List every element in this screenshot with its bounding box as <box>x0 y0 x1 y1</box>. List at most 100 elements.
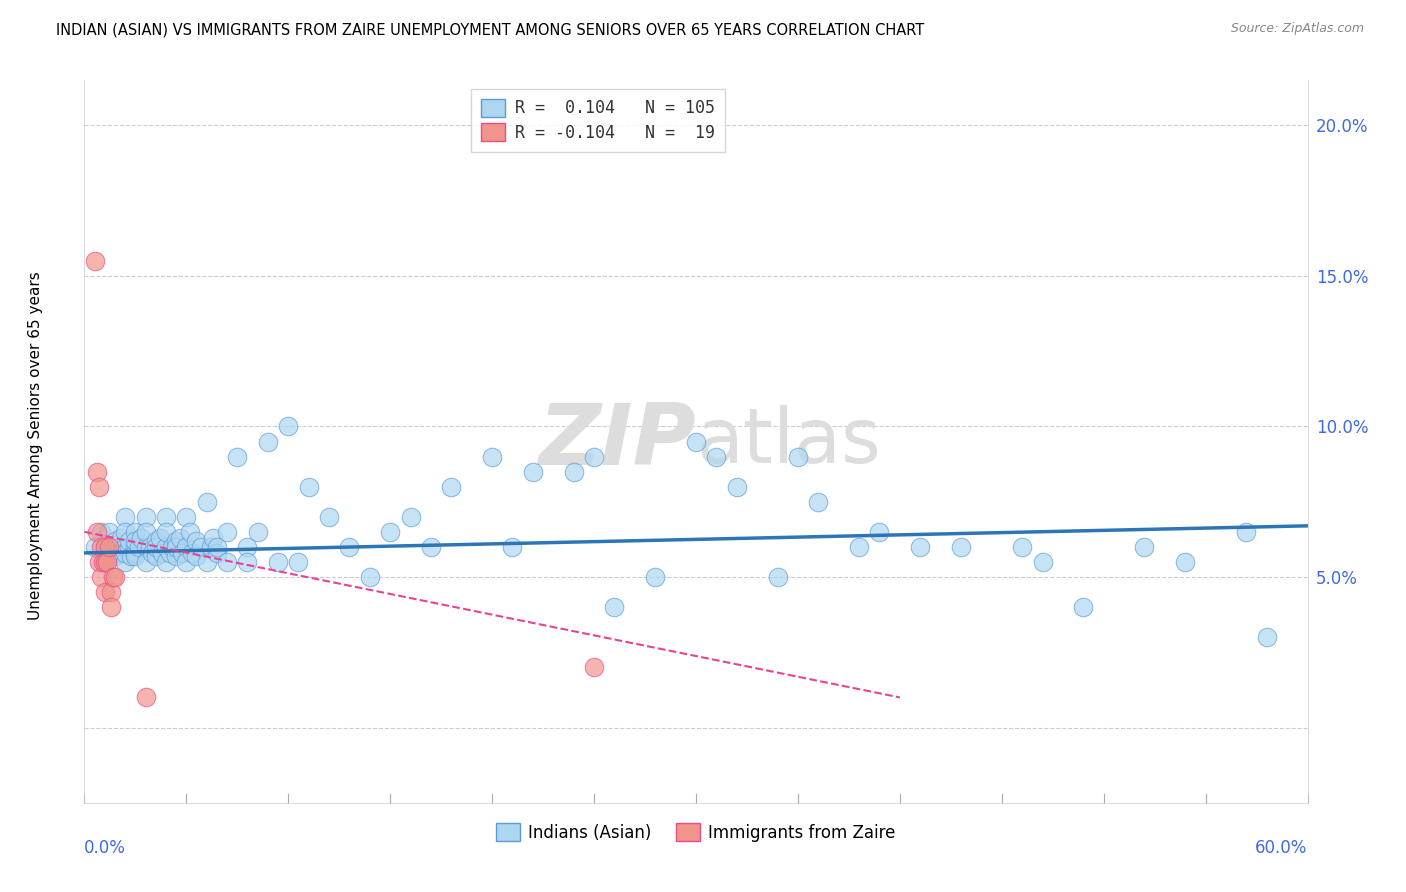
Point <box>93 540 115 554</box>
Point <box>124 549 146 563</box>
Point <box>155 540 177 554</box>
Point <box>90 570 112 584</box>
Text: 0.0%: 0.0% <box>84 839 127 857</box>
Point <box>1236 524 1258 539</box>
Point <box>287 555 309 569</box>
Point <box>246 524 269 539</box>
Legend: Indians (Asian), Immigrants from Zaire: Indians (Asian), Immigrants from Zaire <box>489 817 903 848</box>
Point <box>131 531 153 545</box>
Point <box>195 555 218 569</box>
Point <box>787 450 810 464</box>
Point <box>138 540 160 554</box>
Point <box>583 450 606 464</box>
Point <box>86 465 108 479</box>
Text: Unemployment Among Seniors over 65 years: Unemployment Among Seniors over 65 years <box>28 272 42 620</box>
Point <box>108 540 131 554</box>
Point <box>165 540 187 554</box>
Point <box>145 533 167 548</box>
Point <box>807 494 830 508</box>
Point <box>205 546 228 560</box>
Point <box>217 555 239 569</box>
Point <box>583 660 606 674</box>
Point <box>603 600 626 615</box>
Point <box>86 524 108 539</box>
Point <box>165 549 187 563</box>
Point <box>481 450 503 464</box>
Point <box>1174 555 1197 569</box>
Point <box>135 540 157 554</box>
Point <box>174 555 197 569</box>
Text: 60.0%: 60.0% <box>1256 839 1308 857</box>
Point <box>186 549 208 563</box>
Point <box>83 540 105 554</box>
Point <box>141 546 163 560</box>
Point <box>93 585 115 599</box>
Point <box>87 480 110 494</box>
Point <box>155 524 177 539</box>
Point <box>226 450 249 464</box>
Point <box>114 524 136 539</box>
Point <box>236 555 259 569</box>
Point <box>848 540 870 554</box>
Point <box>118 540 141 554</box>
Point <box>200 540 222 554</box>
Point <box>124 533 146 548</box>
Point <box>135 555 157 569</box>
Point <box>502 540 524 554</box>
Point <box>277 419 299 434</box>
Point <box>145 540 167 554</box>
Point <box>339 540 361 554</box>
Point <box>685 434 707 449</box>
Point <box>97 540 120 554</box>
Point <box>420 540 443 554</box>
Point <box>91 555 114 569</box>
Point <box>135 690 157 705</box>
Point <box>135 509 157 524</box>
Point <box>644 570 666 584</box>
Point <box>145 549 167 563</box>
Text: Source: ZipAtlas.com: Source: ZipAtlas.com <box>1230 22 1364 36</box>
Point <box>128 540 150 554</box>
Point <box>87 555 110 569</box>
Point <box>165 533 187 548</box>
Point <box>135 524 157 539</box>
Point <box>359 570 381 584</box>
Point <box>150 546 173 560</box>
Point <box>1133 540 1156 554</box>
Point <box>181 546 204 560</box>
Point <box>440 480 463 494</box>
Point <box>100 546 122 560</box>
Point <box>217 524 239 539</box>
Point <box>186 533 208 548</box>
Point <box>172 546 194 560</box>
Point <box>100 585 122 599</box>
Point <box>318 509 340 524</box>
Point <box>96 555 118 569</box>
Point <box>257 434 280 449</box>
Point <box>93 555 115 569</box>
Point <box>90 540 112 554</box>
Point <box>1011 540 1033 554</box>
Point <box>97 524 120 539</box>
Point <box>910 540 932 554</box>
Point <box>124 546 146 560</box>
Point <box>110 546 132 560</box>
Point <box>1256 630 1278 644</box>
Point <box>155 555 177 569</box>
Point <box>1032 555 1054 569</box>
Point <box>100 540 122 554</box>
Point <box>380 524 402 539</box>
Point <box>236 540 259 554</box>
Point <box>1073 600 1095 615</box>
Point <box>869 524 891 539</box>
Point <box>950 540 973 554</box>
Point <box>83 253 105 268</box>
Point <box>114 546 136 560</box>
Point <box>766 570 789 584</box>
Point <box>174 540 197 554</box>
Text: INDIAN (ASIAN) VS IMMIGRANTS FROM ZAIRE UNEMPLOYMENT AMONG SENIORS OVER 65 YEARS: INDIAN (ASIAN) VS IMMIGRANTS FROM ZAIRE … <box>56 22 925 37</box>
Point <box>190 540 212 554</box>
Point <box>93 540 115 554</box>
Point <box>160 540 183 554</box>
Point <box>110 531 132 545</box>
